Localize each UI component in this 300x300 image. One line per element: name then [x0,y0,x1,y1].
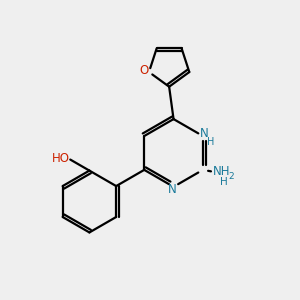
Text: O: O [139,64,148,77]
Text: N: N [200,127,209,140]
Text: HO: HO [52,152,70,166]
Text: NH: NH [213,165,231,178]
Text: H: H [207,137,214,148]
Text: N: N [168,183,176,196]
Text: 2: 2 [229,172,234,181]
Text: H: H [220,177,227,187]
